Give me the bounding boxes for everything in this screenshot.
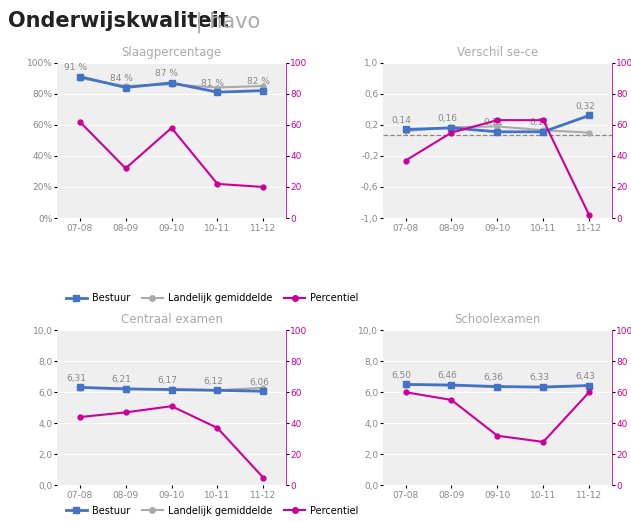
Text: 6,17: 6,17 xyxy=(158,376,178,385)
Title: Schoolexamen: Schoolexamen xyxy=(454,313,541,326)
Text: 6,31: 6,31 xyxy=(66,374,86,383)
Title: Centraal examen: Centraal examen xyxy=(121,313,223,326)
Text: 0,32: 0,32 xyxy=(575,102,595,111)
Text: 6,36: 6,36 xyxy=(483,373,504,382)
Title: Slaagpercentage: Slaagpercentage xyxy=(121,46,221,58)
Text: 6,21: 6,21 xyxy=(112,375,132,384)
Text: 6,50: 6,50 xyxy=(392,371,412,380)
Text: 87 %: 87 % xyxy=(155,69,179,78)
Text: 6,33: 6,33 xyxy=(529,373,550,383)
Text: 0,11: 0,11 xyxy=(529,118,550,127)
Text: 82 %: 82 % xyxy=(247,77,270,86)
Text: 6,46: 6,46 xyxy=(438,371,457,381)
Text: 81 %: 81 % xyxy=(201,78,225,88)
Legend: Bestuur, Landelijk gemiddelde, Percentiel: Bestuur, Landelijk gemiddelde, Percentie… xyxy=(62,289,363,307)
Text: 6,06: 6,06 xyxy=(249,377,269,387)
Text: 0,11: 0,11 xyxy=(483,118,504,127)
Title: Verschil se-ce: Verschil se-ce xyxy=(457,46,538,58)
Text: 0,16: 0,16 xyxy=(438,114,457,123)
Text: 6,43: 6,43 xyxy=(575,372,595,381)
Text: Onderwijskwaliteit: Onderwijskwaliteit xyxy=(8,11,228,31)
Text: 84 %: 84 % xyxy=(110,74,133,83)
Text: 0,14: 0,14 xyxy=(392,116,411,125)
Text: 91 %: 91 % xyxy=(64,63,86,72)
Text: | havo: | havo xyxy=(189,11,261,33)
Text: 6,12: 6,12 xyxy=(204,377,223,386)
Legend: Bestuur, Landelijk gemiddelde, Percentiel: Bestuur, Landelijk gemiddelde, Percentie… xyxy=(62,502,363,519)
